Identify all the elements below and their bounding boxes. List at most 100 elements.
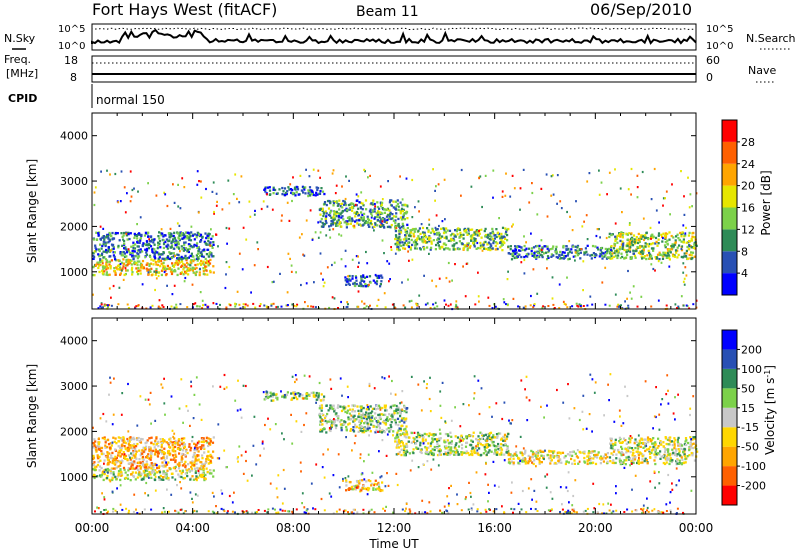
- power-cell: [92, 265, 95, 269]
- power-cell: [200, 251, 203, 254]
- velocity-cell: [186, 451, 189, 455]
- power-cell: [534, 256, 537, 259]
- velocity-cell: [188, 445, 191, 448]
- velocity-cell: [683, 443, 686, 446]
- power-cell: [371, 210, 374, 213]
- velocity-cell: [567, 461, 570, 464]
- velocity-cell: [654, 456, 657, 459]
- power-cell: [345, 175, 347, 178]
- velocity-cell: [318, 407, 321, 410]
- power-cell: [399, 238, 402, 241]
- power-cell: [408, 300, 411, 303]
- velocity-cell: [612, 461, 615, 465]
- velocity-cell: [164, 472, 167, 475]
- power-cell: [285, 191, 287, 194]
- power-cell: [554, 248, 558, 251]
- velocity-cell: [523, 452, 526, 455]
- power-cell: [360, 211, 363, 214]
- power-cell: [377, 210, 380, 213]
- power-cell: [542, 305, 545, 308]
- power-cell: [375, 280, 379, 283]
- power-cell: [387, 180, 389, 183]
- power-cell: [157, 271, 160, 274]
- power-cell: [112, 237, 115, 240]
- power-cell: [507, 270, 509, 273]
- velocity-cell: [150, 436, 153, 439]
- power-cell: [650, 257, 653, 260]
- velocity-cell: [680, 456, 683, 459]
- power-cell: [661, 235, 664, 239]
- velocity-cell: [519, 451, 522, 454]
- power-cell: [490, 235, 493, 238]
- velocity-cell: [579, 451, 582, 454]
- velocity-cell: [104, 441, 107, 444]
- velocity-cell: [195, 475, 198, 478]
- velocity-cell: [610, 439, 613, 442]
- velocity-cell: [312, 391, 315, 394]
- power-cell: [257, 248, 259, 251]
- power-cell: [594, 253, 597, 256]
- power-cell: [254, 209, 256, 212]
- power-cell: [157, 263, 160, 267]
- power-cell: [545, 251, 548, 254]
- velocity-cell: [403, 405, 406, 408]
- velocity-cell: [152, 443, 155, 446]
- velocity-cell: [98, 455, 101, 458]
- power-cell: [549, 248, 552, 251]
- velocity-cell: [551, 454, 554, 457]
- power-cell: [419, 248, 422, 251]
- velocity-cell: [195, 449, 198, 452]
- power-cell: [234, 173, 237, 176]
- power-cell: [641, 249, 644, 253]
- power-cell: [378, 211, 381, 214]
- power-cell: [654, 269, 656, 272]
- power-cell: [184, 247, 188, 250]
- velocity-cell: [477, 440, 480, 443]
- velocity-cell: [459, 436, 463, 439]
- power-cell: [405, 230, 409, 233]
- power-cell: [145, 267, 148, 270]
- velocity-cell: [416, 431, 420, 434]
- power-cell: [212, 302, 215, 305]
- power-cell: [186, 249, 189, 252]
- velocity-cell: [494, 448, 497, 451]
- velocity-cell: [320, 406, 324, 409]
- velocity-cell: [205, 458, 208, 461]
- power-cell: [138, 232, 141, 235]
- power-cell: [162, 261, 165, 264]
- velocity-cell: [126, 449, 129, 452]
- velocity-cell: [102, 478, 105, 482]
- power-cell: [125, 232, 128, 235]
- power-cell: [519, 187, 522, 190]
- velocity-cell: [180, 475, 183, 479]
- velocity-cell: [359, 413, 362, 417]
- velocity-cell: [129, 436, 132, 439]
- power-cell: [124, 246, 127, 249]
- velocity-cell: [177, 467, 181, 470]
- velocity-cell: [352, 426, 355, 429]
- velocity-cell: [94, 440, 97, 443]
- velocity-cell: [609, 437, 612, 440]
- power-cell: [139, 238, 142, 241]
- power-cell: [154, 288, 156, 292]
- velocity-cell: [524, 449, 527, 452]
- power-cell: [349, 279, 352, 282]
- power-cell: [173, 263, 176, 266]
- velocity-cell: [119, 461, 122, 464]
- velocity-cell: [418, 436, 421, 439]
- y-tick-label: 4000: [60, 130, 88, 143]
- power-cell: [108, 273, 111, 276]
- power-cell: [590, 253, 593, 257]
- power-cell: [338, 223, 341, 226]
- power-cell: [562, 244, 565, 248]
- power-cell: [311, 238, 314, 241]
- power-cell: [487, 296, 490, 299]
- power-cell: [337, 203, 340, 206]
- power-cell: [205, 236, 208, 240]
- power-cell: [433, 233, 436, 236]
- power-cell: [128, 237, 131, 241]
- power-cell: [390, 223, 393, 227]
- power-cell: [425, 236, 428, 239]
- power-cell: [668, 265, 671, 268]
- power-cell: [164, 234, 167, 237]
